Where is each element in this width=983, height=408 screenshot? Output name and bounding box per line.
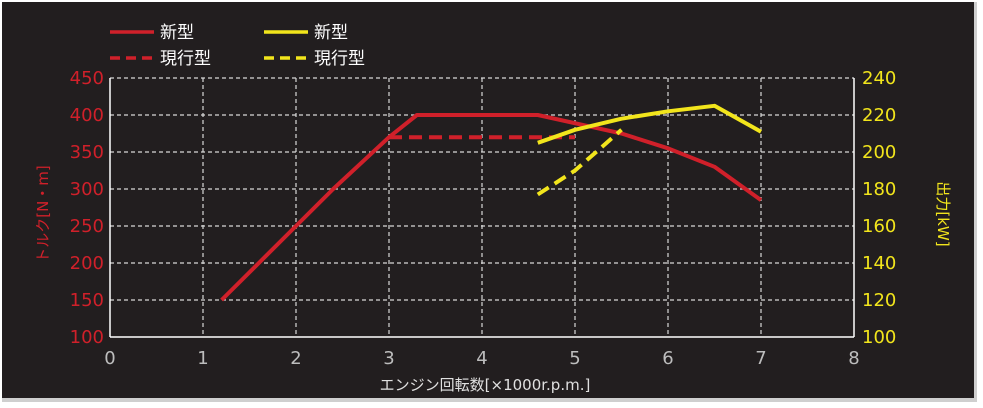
legend-label: 新型 bbox=[160, 23, 194, 43]
x-tick-label: 6 bbox=[662, 348, 673, 369]
y-tick-label-left: 350 bbox=[70, 142, 104, 163]
y-tick-label-left: 250 bbox=[70, 216, 104, 237]
chart-panel: 100 150 200 250 300 350 400 450 100 120 140 160 180 2… bbox=[2, 2, 977, 402]
y-tick-label-right: 140 bbox=[862, 253, 896, 274]
x-tick-label: 5 bbox=[569, 348, 580, 369]
y-axis-label-left: トルク[N・m] bbox=[34, 165, 52, 263]
y-tick-label-right: 120 bbox=[862, 290, 896, 311]
y-tick-label-left: 300 bbox=[70, 179, 104, 200]
y-tick-label-left: 150 bbox=[70, 290, 104, 311]
axes bbox=[109, 78, 855, 338]
y-axis-label-right: 出力[kW] bbox=[934, 181, 952, 246]
tick-labels: 1001502002503003504004501001201401601802… bbox=[70, 68, 897, 369]
y-tick-label-right: 220 bbox=[862, 105, 896, 126]
x-tick-label: 0 bbox=[104, 348, 115, 369]
x-axis-label: エンジン回転数[×1000r.p.m.] bbox=[380, 376, 591, 394]
x-tick-label: 4 bbox=[476, 348, 487, 369]
legend-label: 新型 bbox=[314, 23, 348, 43]
x-tick-label: 2 bbox=[290, 348, 301, 369]
legend-label: 現行型 bbox=[314, 49, 365, 69]
y-tick-label-left: 450 bbox=[70, 68, 104, 89]
y-tick-label-left: 100 bbox=[70, 327, 104, 348]
y-tick-label-right: 200 bbox=[862, 142, 896, 163]
y-tick-label-right: 180 bbox=[862, 179, 896, 200]
series-line-power-dashed bbox=[536, 128, 623, 197]
legend-label: 現行型 bbox=[160, 49, 211, 69]
x-tick-label: 7 bbox=[755, 348, 766, 369]
y-tick-label-left: 400 bbox=[70, 105, 104, 126]
y-tick-label-right: 100 bbox=[862, 327, 896, 348]
x-tick-label: 8 bbox=[848, 348, 859, 369]
y-tick-label-right: 160 bbox=[862, 216, 896, 237]
series-lines bbox=[220, 103, 763, 302]
series-line-power-solid bbox=[537, 103, 762, 145]
x-tick-label: 1 bbox=[197, 348, 208, 369]
engine-performance-chart: 1001502002503003504004501001201401601802… bbox=[34, 23, 952, 394]
series-line-torque-solid bbox=[220, 113, 763, 302]
grid-lines bbox=[110, 77, 854, 337]
y-tick-label-left: 200 bbox=[70, 253, 104, 274]
y-tick-label-right: 240 bbox=[862, 68, 896, 89]
x-tick-label: 3 bbox=[383, 348, 394, 369]
